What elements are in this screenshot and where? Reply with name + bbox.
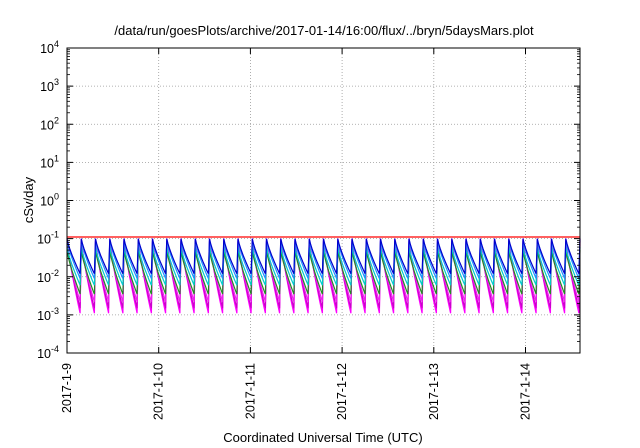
y-tick-label: 100	[40, 192, 59, 209]
x-ticks: 2017-1-9 2017-1-10 2017-1-11 2017-1-12 2017-…	[60, 48, 533, 420]
chart-title: /data/run/goesPlots/archive/2017-01-14/1…	[114, 23, 534, 38]
x-tick-label: 2017-1-14	[519, 363, 533, 420]
y-tick-label: 10-3	[37, 306, 59, 323]
y-ticks: 10-4 10-3 10-2 10-1 100 101 102 103 104	[37, 39, 580, 361]
x-axis-label: Coordinated Universal Time (UTC)	[223, 430, 422, 445]
y-tick-label: 10-1	[37, 230, 59, 247]
series-group	[66, 236, 581, 314]
grid	[67, 48, 580, 353]
y-tick-label: 10-4	[37, 344, 59, 361]
y-tick-label: 104	[40, 39, 59, 56]
y-tick-label: 103	[40, 77, 59, 94]
y-tick-label: 10-2	[37, 268, 59, 285]
x-tick-label: 2017-1-9	[60, 363, 74, 413]
x-tick-label: 2017-1-10	[152, 363, 166, 420]
series-line	[66, 238, 581, 274]
plot-frame	[66, 47, 581, 354]
y-axis-label: cSv/day	[21, 176, 36, 223]
x-tick-label: 2017-1-13	[427, 363, 441, 420]
y-tick-label: 101	[40, 153, 59, 170]
y-tick-label: 102	[40, 115, 59, 132]
x-tick-label: 2017-1-11	[243, 363, 257, 419]
x-tick-label: 2017-1-12	[335, 363, 349, 420]
